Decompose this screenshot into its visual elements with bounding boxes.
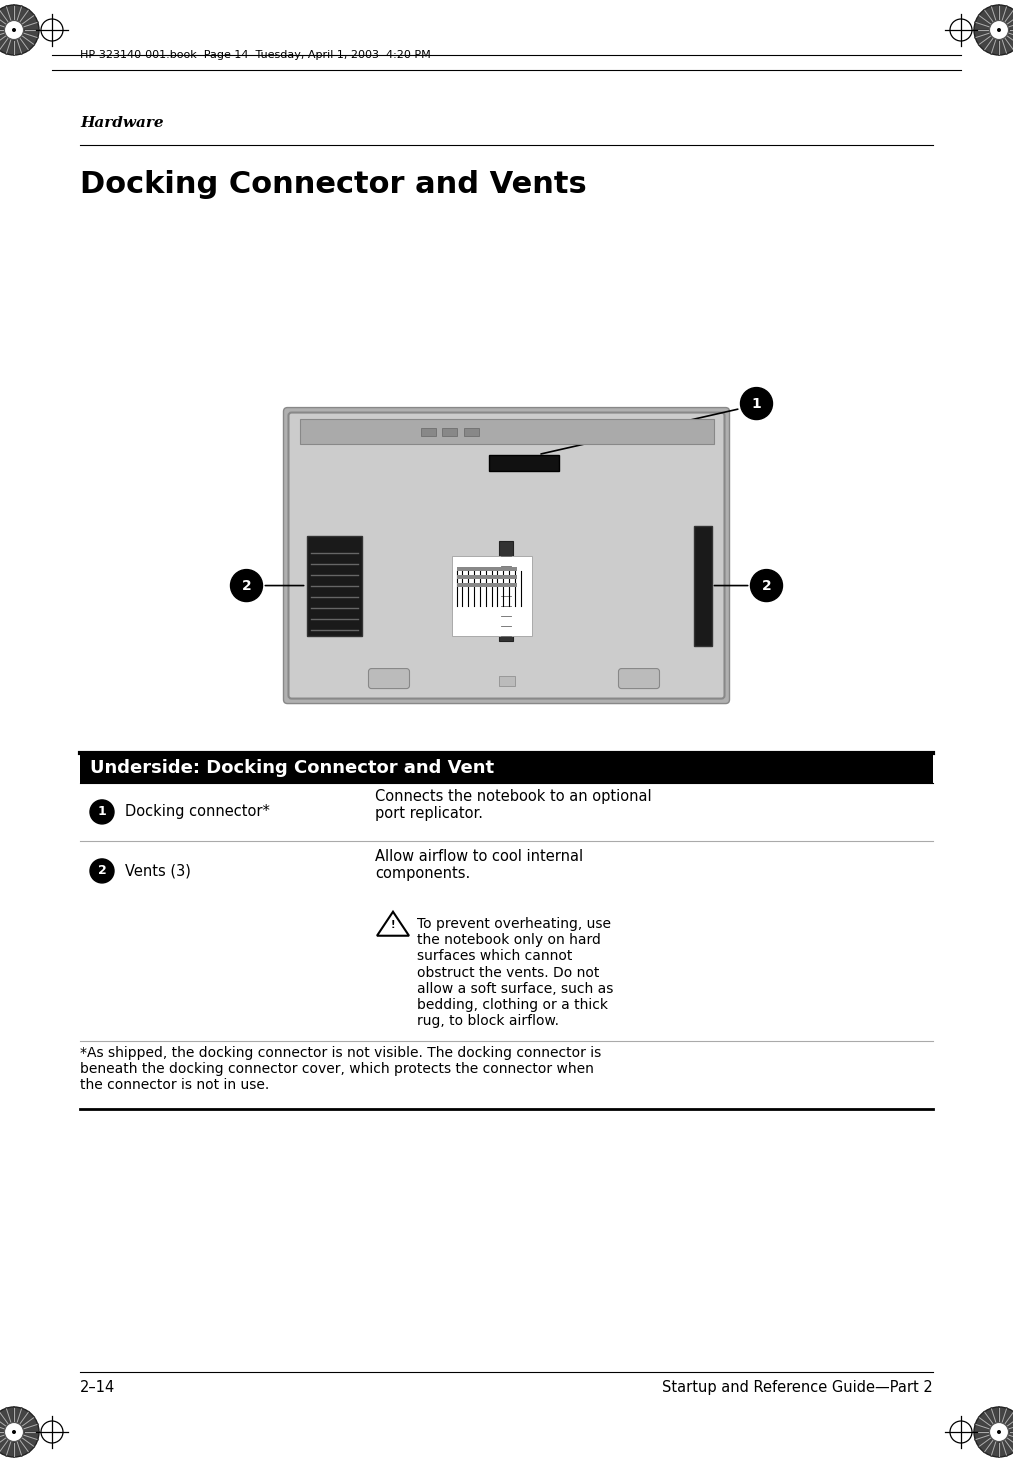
Bar xyxy=(498,541,513,640)
Circle shape xyxy=(0,1406,38,1458)
Circle shape xyxy=(997,1430,1001,1434)
Circle shape xyxy=(990,1423,1009,1442)
Circle shape xyxy=(975,1406,1013,1458)
Text: Vents (3): Vents (3) xyxy=(125,864,190,879)
Bar xyxy=(694,525,711,646)
Text: Allow airflow to cool internal
components.: Allow airflow to cool internal component… xyxy=(375,849,583,882)
Text: Underside: Docking Connector and Vent: Underside: Docking Connector and Vent xyxy=(90,759,494,776)
Circle shape xyxy=(4,20,23,39)
Circle shape xyxy=(231,570,262,601)
Circle shape xyxy=(4,1423,23,1442)
Text: Hardware: Hardware xyxy=(80,115,164,130)
Bar xyxy=(300,418,713,443)
Text: Startup and Reference Guide—Part 2: Startup and Reference Guide—Part 2 xyxy=(663,1380,933,1395)
Bar xyxy=(457,582,517,586)
Circle shape xyxy=(975,4,1013,56)
Bar xyxy=(420,427,436,436)
Circle shape xyxy=(990,20,1009,39)
Text: 1: 1 xyxy=(97,806,106,819)
Circle shape xyxy=(12,1430,16,1434)
Bar xyxy=(307,535,362,636)
Text: To prevent overheating, use
the notebook only on hard
surfaces which cannot
obst: To prevent overheating, use the notebook… xyxy=(417,917,614,1028)
Bar xyxy=(457,567,517,570)
Circle shape xyxy=(751,570,782,601)
Text: 2: 2 xyxy=(97,864,106,877)
Circle shape xyxy=(997,28,1001,32)
Text: HP-323140-001.book  Page 14  Tuesday, April 1, 2003  4:20 PM: HP-323140-001.book Page 14 Tuesday, Apri… xyxy=(80,50,431,60)
Circle shape xyxy=(741,387,773,420)
Text: 2: 2 xyxy=(762,579,771,592)
Bar xyxy=(498,675,515,686)
Text: 2–14: 2–14 xyxy=(80,1380,115,1395)
Bar xyxy=(452,556,532,636)
Text: !: ! xyxy=(391,921,395,930)
Text: 2: 2 xyxy=(242,579,251,592)
Circle shape xyxy=(12,28,16,32)
Text: Docking Connector and Vents: Docking Connector and Vents xyxy=(80,170,587,199)
Bar xyxy=(80,753,933,784)
FancyBboxPatch shape xyxy=(289,412,724,699)
Bar xyxy=(457,575,517,579)
Text: Connects the notebook to an optional
port replicator.: Connects the notebook to an optional por… xyxy=(375,789,651,822)
Circle shape xyxy=(90,800,114,825)
Circle shape xyxy=(0,4,38,56)
FancyBboxPatch shape xyxy=(284,408,729,703)
Circle shape xyxy=(90,860,114,883)
Bar xyxy=(464,427,478,436)
Text: *As shipped, the docking connector is not visible. The docking connector is
bene: *As shipped, the docking connector is no… xyxy=(80,1045,602,1092)
Text: 1: 1 xyxy=(752,396,762,411)
FancyBboxPatch shape xyxy=(369,668,409,689)
Text: Docking connector*: Docking connector* xyxy=(125,804,269,819)
Bar xyxy=(489,455,559,471)
Bar xyxy=(442,427,457,436)
FancyBboxPatch shape xyxy=(619,668,659,689)
